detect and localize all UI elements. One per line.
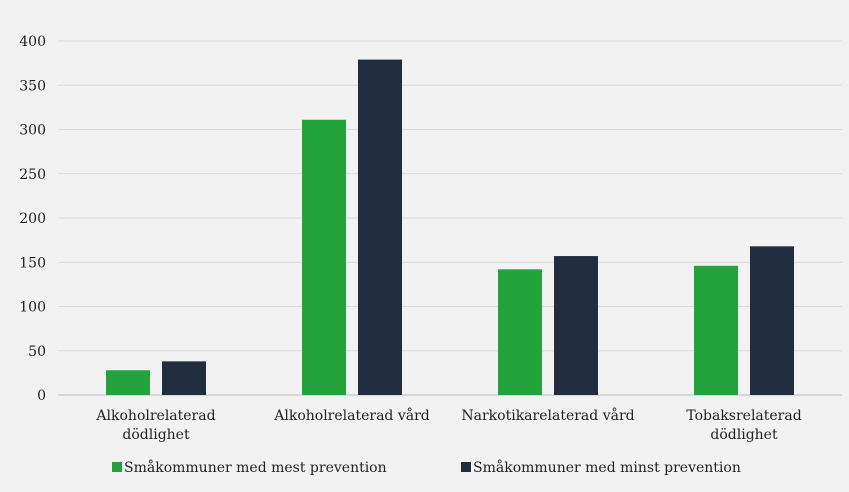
y-tick-label: 350	[19, 78, 46, 94]
bar	[498, 269, 542, 395]
y-axis-ticks: 0 50 100 150 200 250 300 350 400	[19, 34, 46, 404]
legend-swatch	[112, 462, 122, 472]
legend-label: Småkommuner med minst prevention	[473, 459, 741, 476]
y-tick-label: 0	[37, 388, 46, 404]
x-category-label: Alkoholrelaterad dödlighet	[95, 408, 215, 443]
x-axis-labels: Alkoholrelaterad dödlighet Alkoholrelatera…	[95, 407, 801, 443]
y-tick-label: 50	[28, 344, 46, 360]
bar	[302, 119, 346, 395]
x-category-label: Narkotikarelaterad vård	[461, 407, 634, 424]
x-category-label: Tobaksrelaterad dödlighet	[686, 408, 801, 443]
bar	[694, 265, 738, 395]
y-tick-label: 400	[19, 34, 46, 50]
bars	[106, 59, 794, 396]
y-tick-label: 150	[19, 255, 46, 271]
bar	[554, 256, 598, 395]
bar	[162, 361, 206, 395]
bar	[358, 59, 402, 396]
legend-swatch	[461, 462, 471, 472]
y-tick-label: 100	[19, 300, 46, 316]
legend: Småkommuner med mest prevention Småkommun…	[112, 459, 741, 476]
legend-label: Småkommuner med mest prevention	[124, 459, 387, 476]
y-tick-label: 250	[19, 167, 46, 183]
x-category-label: Alkoholrelaterad vård	[273, 407, 430, 424]
y-tick-label: 200	[19, 211, 46, 227]
bar	[106, 370, 150, 395]
bar	[750, 246, 794, 395]
gridlines	[58, 40, 842, 396]
y-tick-label: 300	[19, 123, 46, 139]
